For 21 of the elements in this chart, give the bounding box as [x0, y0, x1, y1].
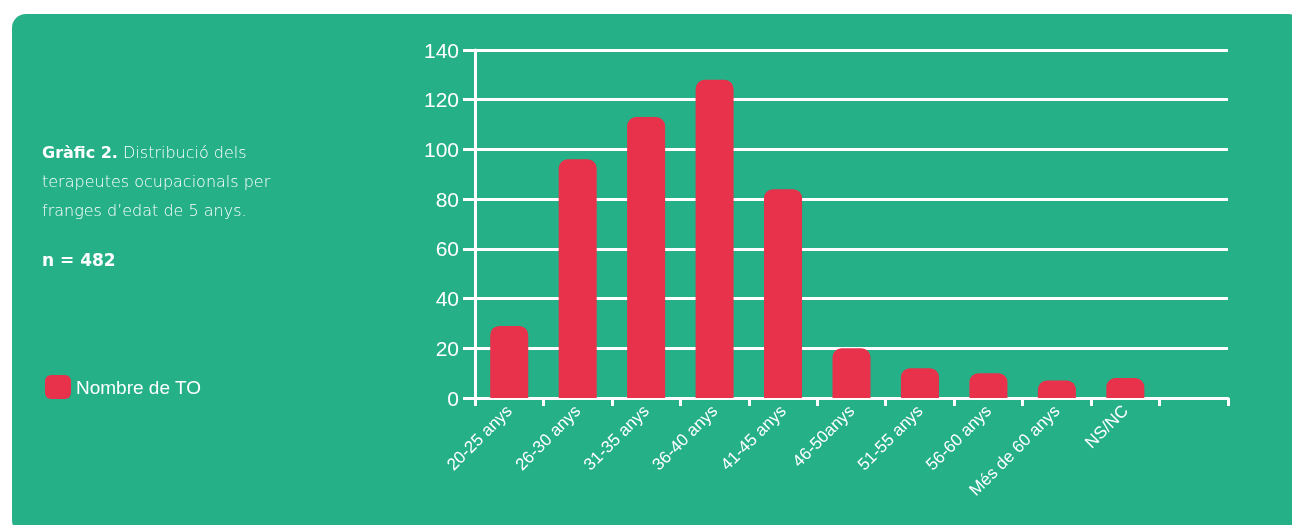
y-tick-label: 80 — [435, 187, 459, 211]
text: n = 482 — [42, 250, 116, 270]
bar — [490, 325, 529, 398]
bar — [695, 79, 734, 398]
y-tick-label: 60 — [435, 237, 459, 261]
bar — [558, 159, 597, 398]
y-tick-label: 140 — [423, 38, 459, 62]
y-tick-label: 20 — [435, 336, 459, 360]
y-tick-label: 100 — [423, 137, 459, 161]
bar — [1106, 378, 1145, 398]
bar — [1037, 380, 1076, 398]
legend-label: Nombre de TO — [76, 376, 201, 398]
bar — [832, 348, 871, 398]
text: Gràfic 2. Distribució dels terapeutes ocupacionals per franges d’edat de 5 anys. — [42, 142, 272, 222]
y-tick-label: 120 — [423, 88, 459, 112]
bar — [900, 368, 939, 398]
bar — [627, 117, 666, 398]
y-tick-label: 0 — [447, 386, 459, 410]
y-tick-label: 40 — [435, 287, 459, 311]
bar — [969, 373, 1008, 398]
bar — [764, 189, 803, 398]
